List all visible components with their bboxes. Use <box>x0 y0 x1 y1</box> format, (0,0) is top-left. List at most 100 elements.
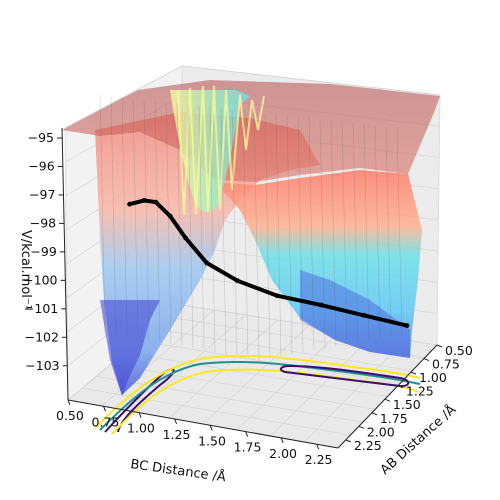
y-ticks: 0.500.751.001.251.501.752.002.25 <box>345 343 473 453</box>
contour-yellow-main <box>94 354 421 429</box>
mesh-line <box>319 118 326 349</box>
y-tick-mark <box>384 398 391 402</box>
trajectory-point <box>318 302 324 308</box>
surface-left-wall <box>95 112 320 395</box>
mesh-line <box>275 114 282 357</box>
y-tick-label: 2.00 <box>367 424 395 439</box>
energy-surface <box>62 80 440 396</box>
mesh-line <box>209 106 216 353</box>
trajectory-point <box>274 293 280 299</box>
mesh-line <box>187 104 194 349</box>
x-tick-mark <box>138 412 142 418</box>
z-tick-label: −103 <box>25 358 59 373</box>
y-tick-label: 2.25 <box>354 438 382 453</box>
trajectory-point <box>204 260 210 266</box>
trajectory-point <box>404 323 410 329</box>
surface-ridge-spikes <box>177 85 265 216</box>
trajectory-point <box>141 198 147 203</box>
x-tick-mark <box>280 437 284 444</box>
z-axis-label: V/kcal.mol⁻¹ <box>18 230 33 310</box>
mesh-line <box>110 96 117 335</box>
mesh-line <box>286 115 293 355</box>
mesh-line <box>363 123 370 341</box>
z-tick-label: −96 <box>28 158 54 173</box>
trajectory-point <box>167 213 173 219</box>
y-tick-mark <box>371 412 378 416</box>
y-axis-line <box>337 344 438 449</box>
mesh-line <box>396 127 403 335</box>
trajectory-point <box>361 312 367 318</box>
mesh-line <box>176 103 183 347</box>
y-tick-label: 1.00 <box>419 370 447 385</box>
z-axis-line <box>61 127 69 401</box>
floor-grid-x <box>270 334 374 437</box>
floor-grid-y <box>124 352 388 397</box>
x-tick-label: 1.00 <box>127 421 155 436</box>
z-tick-label: −100 <box>23 272 57 287</box>
z-tick-label: −97 <box>29 187 55 202</box>
back-grid-z <box>181 65 441 96</box>
y-tick-label: 0.50 <box>445 343 473 358</box>
mesh-line <box>154 100 161 343</box>
mesh-line <box>264 112 271 359</box>
mesh-line <box>374 124 381 339</box>
mesh-line <box>198 105 205 351</box>
y-tick-mark <box>345 439 352 443</box>
mesh-line <box>121 97 128 337</box>
x-tick-mark <box>174 418 178 425</box>
mesh-line <box>385 126 392 337</box>
trajectory-point <box>127 201 133 207</box>
x-tick-mark <box>245 431 249 437</box>
surface-top-plateau <box>62 80 440 182</box>
y-tick-mark <box>410 371 417 375</box>
y-tick-mark <box>397 385 404 389</box>
mesh-line <box>99 94 106 333</box>
contour-purple-right <box>279 364 410 388</box>
x-tick-label: 1.25 <box>163 427 191 442</box>
x-tick-label: 0.75 <box>92 414 120 429</box>
floor-grid-x <box>236 329 342 431</box>
z-tick-label: −102 <box>25 329 59 344</box>
x-ticks: 0.50 0.75 1.00 1.25 1.50 1.75 2.00 2.25 <box>56 399 333 467</box>
left-grid-z <box>64 65 183 129</box>
trajectory-point <box>153 199 159 205</box>
floor-contours <box>94 354 421 435</box>
x-axis-line <box>67 399 339 449</box>
floor-grid-y <box>139 340 400 384</box>
surface-mesh <box>99 94 403 361</box>
y-tick-mark <box>358 425 365 429</box>
y-tick-mark <box>423 358 430 362</box>
x-tick-mark <box>103 406 106 412</box>
y-tick-label: 0.75 <box>432 357 460 372</box>
y-tick-mark <box>436 344 443 348</box>
mesh-line <box>308 117 315 351</box>
x-tick-mark <box>209 425 213 431</box>
x-tick-label: 2.00 <box>269 446 297 461</box>
trajectory-point <box>183 235 188 241</box>
surface-valley-bottom <box>100 300 160 396</box>
x-tick-mark <box>316 444 320 450</box>
contour-teal-main <box>99 360 421 431</box>
z-ticks: −95 −96 −97 −98 −99 −100 −101 −102 −103 <box>23 130 68 373</box>
floor-grid-x <box>304 339 406 443</box>
y-tick-label: 1.25 <box>406 384 434 399</box>
y-tick-label: 1.75 <box>380 411 408 426</box>
x-tick-label: 1.50 <box>198 433 226 448</box>
axis-lines <box>61 127 438 449</box>
x-tick-label: 1.75 <box>234 440 262 455</box>
mesh-line <box>132 98 139 339</box>
mesh-line <box>220 108 227 355</box>
reaction-trajectory <box>127 198 410 329</box>
mesh-line <box>165 102 172 345</box>
mesh-line <box>341 121 348 345</box>
x-tick-label: 2.25 <box>305 452 333 467</box>
x-tick-mark <box>67 399 71 406</box>
contour-purple-left <box>104 368 175 433</box>
mesh-line <box>352 122 359 343</box>
mesh-line <box>253 111 260 361</box>
z-tick-label: −98 <box>30 215 56 230</box>
y-tick-label: 1.50 <box>393 397 421 412</box>
mesh-line <box>143 99 150 341</box>
mesh-line <box>231 109 238 357</box>
